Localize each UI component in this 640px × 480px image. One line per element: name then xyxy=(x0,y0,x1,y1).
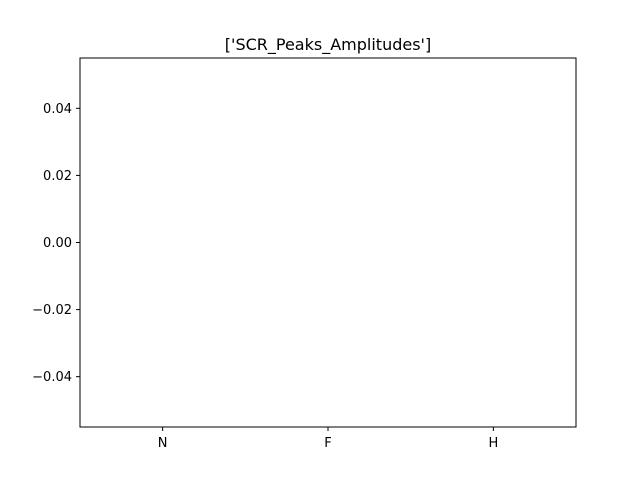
y-tick-label: −0.02 xyxy=(32,303,72,318)
y-tick-label: 0.02 xyxy=(43,169,72,184)
y-tick-label: −0.04 xyxy=(32,370,72,385)
y-axis-ticks: −0.04 −0.02 0.00 0.02 0.04 xyxy=(32,102,80,385)
x-tick-label-H: H xyxy=(488,436,498,451)
y-tick-label: 0.04 xyxy=(43,102,72,117)
x-tick-label-N: N xyxy=(158,436,168,451)
x-tick-label-F: F xyxy=(324,436,331,451)
chart-title: ['SCR_Peaks_Amplitudes'] xyxy=(225,35,431,55)
y-tick-label: 0.00 xyxy=(43,236,72,251)
